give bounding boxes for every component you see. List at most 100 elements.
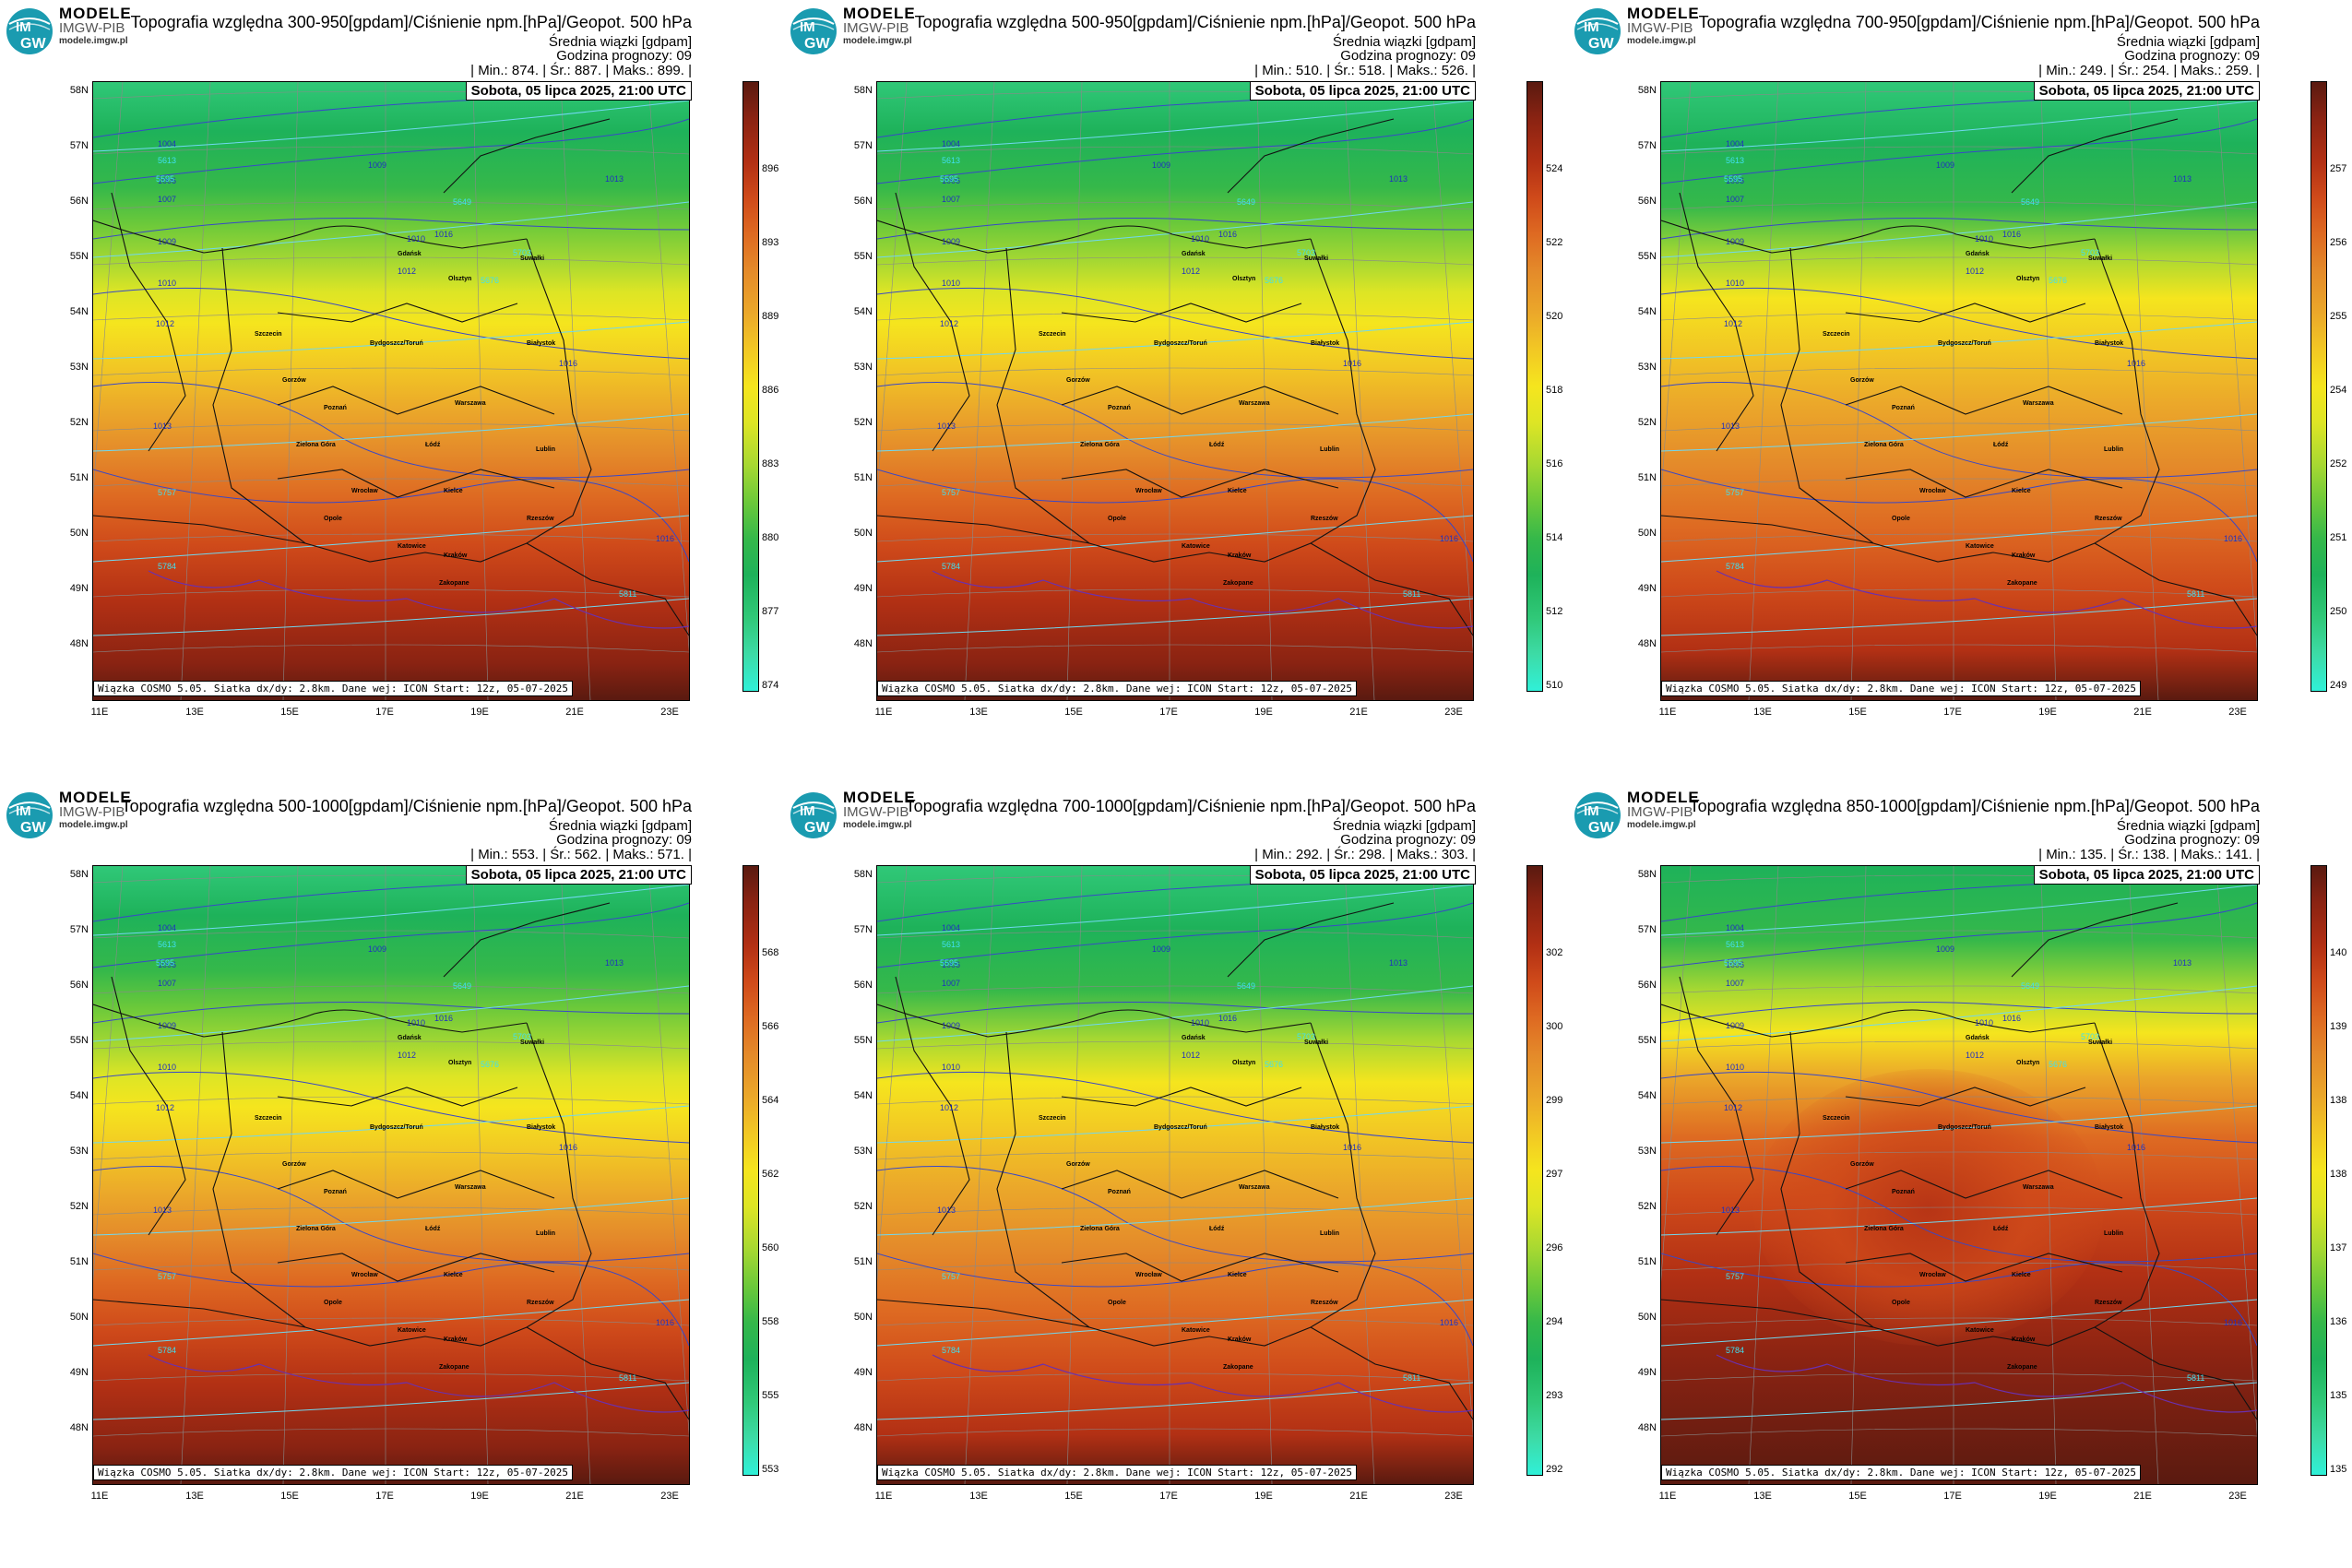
brand-url[interactable]: modele.imgw.pl [843,36,912,46]
colorbar-tick: 138 [2330,1095,2347,1106]
brand-url[interactable]: modele.imgw.pl [1627,820,1696,830]
border-line [1845,1253,2123,1282]
city-label: Lublin [2104,1230,2123,1237]
latitude-tick: 50N [853,1312,873,1323]
latitude-line [877,1151,1473,1160]
isobar-label: 1010 [1726,1063,1745,1072]
border-line [1061,386,1339,415]
geopotential-contour [93,201,689,258]
latitude-line [877,1096,1473,1105]
chart-title: Topografia względna 700-950[gpdam]/Ciśni… [1698,13,2260,31]
isobar-label: 1009 [368,160,387,170]
model-credit: Wiązka COSMO 5.05. Siatka dx/dy: 2.8km. … [93,1465,573,1480]
city-label: Katowice [1182,543,1210,550]
latitude-line [93,1262,689,1271]
geopotential-label: 5757 [942,1272,961,1281]
border-line [1661,220,2096,254]
geopotential-contour [877,515,1473,563]
longitude-line [1066,82,1083,700]
isobar-label: 1006 [158,960,177,969]
brand-url[interactable]: modele.imgw.pl [843,820,912,830]
border-line [2094,1326,2257,1420]
isobar-label: 1009 [368,944,387,954]
colorbar [2310,81,2327,692]
city-label: Warszawa [455,400,486,407]
isobar-label: 1006 [1726,960,1745,969]
longitude-line [647,866,689,1437]
geopotential-label: 5595 [1724,958,1743,968]
border-line [877,515,1090,544]
latitude-tick: 50N [69,528,89,539]
geopotential-label: 5649 [1237,981,1256,991]
isobar-label: 1004 [158,923,177,932]
colorbar-tick: 512 [1546,606,1563,617]
longitude-tick: 15E [1848,1491,1867,1502]
geopotential-contour [877,321,1473,360]
brand-url[interactable]: modele.imgw.pl [59,820,128,830]
latitude-line [93,985,689,994]
isobar-contour [877,902,1473,968]
isobar-label: 1010 [158,279,177,288]
isobar-label: 1013 [937,422,956,431]
geopotential-label: 5595 [940,958,959,968]
border-line [93,515,306,544]
longitude-tick: 17E [1159,1491,1178,1502]
latitude-tick: 51N [1637,472,1657,483]
border-line [1845,1087,2086,1107]
isobar-contour [93,1071,689,1144]
latitude-line [93,201,689,210]
isobar-label: 1006 [1726,176,1745,185]
city-label: Rzeszów [2095,1300,2122,1306]
city-label: Gorzów [1066,377,1090,384]
forecast-hour: Godzina prognozy: 09 [556,832,692,848]
city-label: Bydgoszcz/Toruń [1154,1124,1207,1131]
geopotential-contour [877,985,1473,1042]
chart-title: Topografia względna 300-950[gpdam]/Ciśni… [130,13,692,31]
city-label: Kielce [2012,1272,2031,1278]
city-label: Rzeszów [1311,1300,1338,1306]
stats-line: | Min.: 292. | Śr.: 298. | Maks.: 303. | [1254,847,1476,862]
latitude-tick: 57N [853,140,873,151]
border-line [93,1004,528,1038]
border-line [2011,902,2179,978]
city-label: Opole [1892,1300,1910,1306]
border-line [895,976,970,1236]
brand-url[interactable]: modele.imgw.pl [59,36,128,46]
latitude-line [1661,930,2257,939]
colorbar-tick: 293 [1546,1390,1563,1401]
brand-url[interactable]: modele.imgw.pl [1627,36,1696,46]
city-label: Białystok [1311,340,1340,347]
latitude-line [877,1317,1473,1326]
latitude-axis: 58N 57N 56N 55N 54N 53N 52N 51N 50N 49N 48N [1621,81,1658,699]
isobar-label: 1007 [1726,979,1745,988]
city-label: Kraków [1228,1336,1252,1343]
longitude-line [1661,866,1692,1282]
geopotential-contour [93,1197,689,1236]
geopotential-label: 5811 [619,589,637,599]
longitude-tick: 13E [1753,707,1772,718]
city-label: Zakopane [2007,580,2037,587]
isobar-contour [877,1253,1473,1347]
city-label: Zielona Góra [1080,1226,1120,1232]
city-label: Gorzów [282,377,306,384]
longitude-line [1850,82,1867,700]
svg-text:IM: IM [800,803,815,819]
latitude-line [93,312,689,321]
brand-name: MODELE [843,5,916,22]
forecast-hour: Godzina prognozy: 09 [1340,832,1476,848]
latitude-line [1661,533,2257,542]
longitude-line [93,82,124,498]
city-label: Zakopane [439,580,469,587]
isobar-label: 1016 [1440,534,1459,543]
longitude-tick: 21E [1349,1491,1368,1502]
city-label: Suwałki [2088,255,2113,262]
isobar-label: 1012 [1966,1051,1985,1060]
border-line [93,220,528,254]
latitude-line [93,533,689,542]
isobar-label: 1012 [1724,1103,1743,1112]
city-label: Suwałki [520,1039,545,1046]
border-line [212,1022,592,1347]
isobar-label: 1010 [942,1063,961,1072]
isobar-contour [877,218,1473,240]
geopotential-contour [1661,884,2257,936]
